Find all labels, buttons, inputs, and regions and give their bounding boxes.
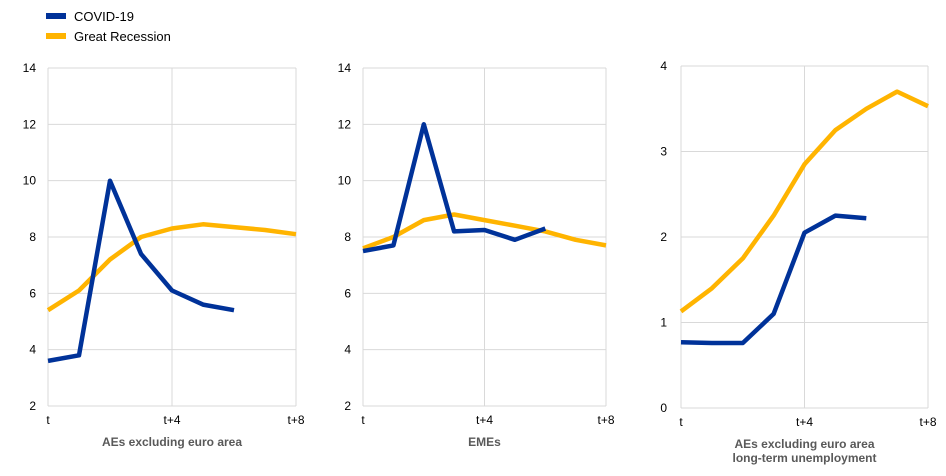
chart1-x-axis-label-0: AEs excluding euro area bbox=[102, 435, 242, 449]
chart1-y-tick-label-6: 14 bbox=[23, 61, 37, 75]
chart3-x-tick-label-0: t bbox=[679, 415, 683, 429]
chart3-y-tick-label-2: 2 bbox=[660, 230, 667, 244]
chart2-series-line-great-recession bbox=[362, 212, 607, 251]
chart1-y-tick-label-4: 10 bbox=[23, 174, 37, 188]
legend-swatch-covid bbox=[46, 13, 66, 19]
chart1-y-tick-label-2: 6 bbox=[29, 286, 36, 300]
chart2-y-tick-label-0: 2 bbox=[344, 399, 351, 413]
chart1-series-line-great-recession bbox=[46, 222, 297, 313]
chart3-x-axis-label-0: AEs excluding euro area bbox=[734, 437, 874, 451]
chart1-y-tick-label-0: 2 bbox=[29, 399, 36, 413]
chart2-y-tick-label-5: 12 bbox=[338, 117, 352, 131]
chart2-series-line-covid bbox=[362, 122, 547, 254]
chart1-x-tick-label-2: t+8 bbox=[287, 413, 304, 427]
chart1-x-tick-label-1: t+4 bbox=[163, 413, 180, 427]
chart1-y-tick-label-1: 4 bbox=[29, 343, 36, 357]
chart3-series-line-great-recession bbox=[679, 89, 929, 314]
chart2-x-tick-label-2: t+8 bbox=[597, 413, 614, 427]
legend-swatch-great-recession bbox=[46, 33, 66, 39]
chart2-y-tick-label-2: 6 bbox=[344, 286, 351, 300]
chart3-y-tick-label-0: 0 bbox=[660, 401, 667, 415]
chart2-x-tick-label-0: t bbox=[361, 413, 365, 427]
chart2-x-tick-label-1: t+4 bbox=[476, 413, 493, 427]
chart3-series-line-covid bbox=[680, 213, 867, 346]
chart3-y-tick-label-3: 3 bbox=[660, 145, 667, 159]
chart1-series-line-covid bbox=[47, 178, 235, 364]
legend-label-great-recession: Great Recession bbox=[74, 28, 171, 44]
legend-label-covid: COVID-19 bbox=[74, 8, 134, 24]
chart2-y-tick-label-4: 10 bbox=[338, 174, 352, 188]
chart3-y-tick-label-4: 4 bbox=[660, 59, 667, 73]
chart3-x-tick-label-1: t+4 bbox=[796, 415, 813, 429]
legend: COVID-19 Great Recession bbox=[46, 6, 171, 46]
chart1-y-tick-label-3: 8 bbox=[29, 230, 36, 244]
chart2-y-tick-label-1: 4 bbox=[344, 343, 351, 357]
chart2-y-tick-label-3: 8 bbox=[344, 230, 351, 244]
chart2-y-tick-label-6: 14 bbox=[338, 61, 352, 75]
chart3-x-axis-label-1: long-term unemployment bbox=[732, 451, 876, 465]
legend-item-covid: COVID-19 bbox=[46, 6, 171, 26]
chart2-x-axis-label-0: EMEs bbox=[468, 435, 501, 449]
legend-item-great-recession: Great Recession bbox=[46, 26, 171, 46]
chart3-y-tick-label-1: 1 bbox=[660, 316, 667, 330]
chart1-x-tick-label-0: t bbox=[46, 413, 50, 427]
chart1-y-tick-label-5: 12 bbox=[23, 117, 37, 131]
chart3-x-tick-label-2: t+8 bbox=[919, 415, 936, 429]
